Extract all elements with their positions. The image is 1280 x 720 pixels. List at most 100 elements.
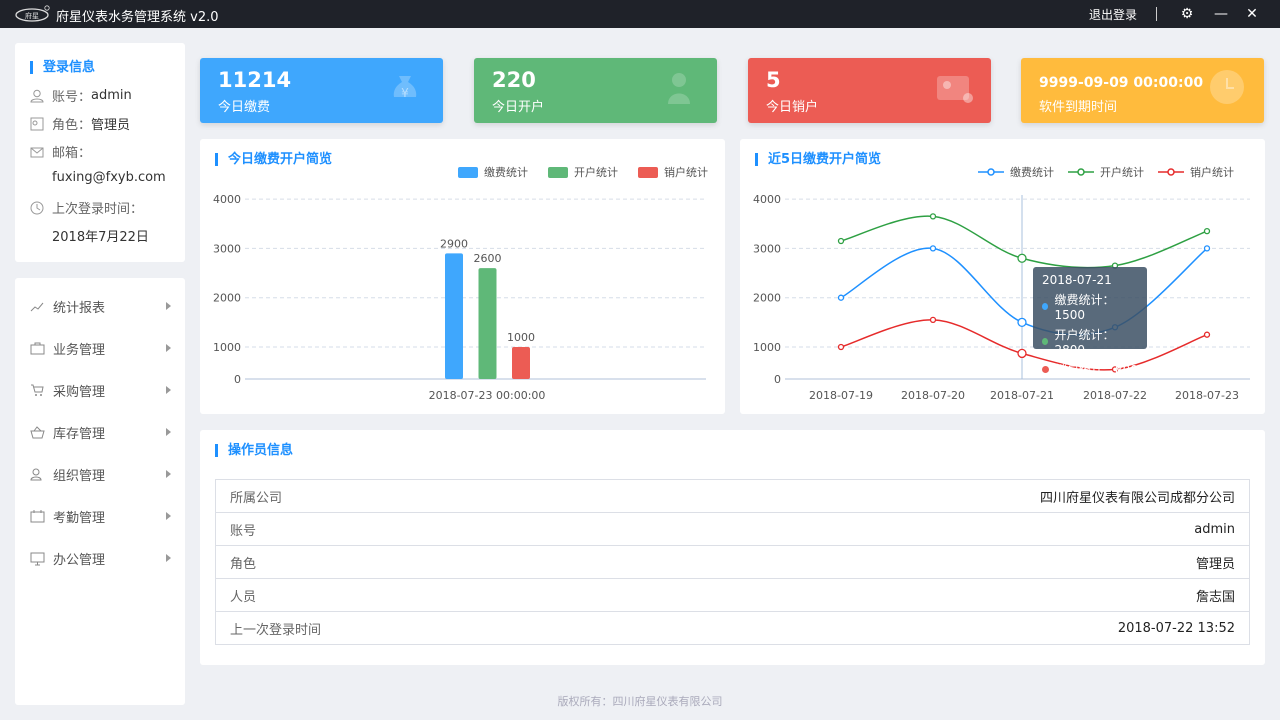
stat-value: 5 [766, 68, 781, 92]
basket-icon [30, 425, 45, 438]
data-point[interactable] [929, 213, 937, 220]
stat-card-0: 11214 今日缴费 ¥ [200, 58, 443, 123]
data-point[interactable] [1017, 317, 1027, 328]
bar-data-label: 2900 [440, 237, 468, 250]
data-point[interactable] [837, 294, 845, 301]
stat-label: 今日缴费 [218, 100, 271, 115]
y-tick-label: 4000 [753, 193, 781, 206]
x-tick-label: 2018-07-22 [1083, 389, 1147, 402]
bar-data-label: 1000 [507, 331, 535, 344]
five-day-chart-panel: 近5日缴费开户简览 缴费统计 开户统计 销户统计 0 1000 2000 3000 4000… [740, 139, 1265, 414]
tooltip-row: 销户统计：800 [1055, 363, 1138, 377]
sidebar-item-5[interactable]: 考勤管理 [15, 495, 185, 537]
chevron-right-icon [166, 302, 171, 310]
app-title: 府星仪表水务管理系统 v2.0 [56, 10, 219, 25]
data-point[interactable] [929, 245, 937, 252]
legend-item[interactable]: 销户统计 [1158, 164, 1234, 180]
data-point[interactable] [1203, 331, 1211, 338]
row-label: 所属公司 [215, 479, 576, 513]
copyright-footer: 版权所有：四川府星仪表有限公司 [557, 695, 723, 708]
row-value: admin [575, 512, 1250, 546]
account-value: admin [91, 88, 132, 103]
stat-label: 软件到期时间 [1039, 100, 1118, 115]
data-point[interactable] [929, 316, 937, 324]
data-point[interactable] [1111, 366, 1119, 373]
stat-card-2: 5 今日销户 [748, 58, 991, 123]
role-value: 管理员 [91, 118, 131, 133]
sidebar-item-label: 组织管理 [53, 468, 106, 484]
sidebar-item-3[interactable]: 库存管理 [15, 411, 185, 453]
email-label: 邮箱： [52, 146, 92, 161]
stat-value: 11214 [218, 68, 292, 92]
data-point[interactable] [1203, 227, 1211, 235]
data-point[interactable] [1203, 245, 1211, 252]
sidebar-item-label: 库存管理 [53, 426, 106, 442]
sidebar-item-2[interactable]: 采购管理 [15, 369, 185, 411]
x-tick-label: 2018-07-19 [809, 389, 873, 402]
stat-value: 220 [492, 68, 536, 92]
legend-label: 缴费统计 [484, 166, 528, 179]
chevron-right-icon [166, 512, 171, 520]
data-point[interactable] [837, 343, 845, 351]
bar[interactable] [512, 347, 530, 379]
line-chart-title: 近5日缴费开户简览 [755, 153, 881, 166]
legend-swatch [1068, 168, 1094, 176]
stat-value: 9999-09-09 00:00:00 [1039, 75, 1204, 91]
line-chart: 0 1000 2000 3000 4000 2018-07-19 2018-07-20 201… [753, 193, 1250, 402]
role-label: 角色： [52, 118, 92, 133]
y-tick-label: 1000 [753, 341, 781, 354]
legend-item[interactable]: 开户统计 [1068, 164, 1144, 180]
y-tick-label: 2000 [753, 292, 781, 305]
legend-item[interactable]: 缴费统计 [978, 164, 1054, 180]
row-value: 管理员 [575, 545, 1250, 579]
sidebar-item-0[interactable]: 统计报表 [15, 285, 185, 327]
legend-label: 开户统计 [1100, 166, 1144, 179]
tooltip-dot [1042, 366, 1049, 373]
bar[interactable] [445, 253, 463, 379]
tooltip-row: 开户统计：2800 [1054, 328, 1115, 357]
sidebar-item-label: 办公管理 [53, 552, 106, 568]
legend-swatch [1158, 168, 1184, 176]
sidebar-item-1[interactable]: 业务管理 [15, 327, 185, 369]
row-label: 角色 [215, 545, 576, 579]
tooltip-dot [1042, 303, 1049, 310]
title-bar: 府星 府星仪表水务管理系统 v2.0 退出登录 ⚙ — ✕ [0, 0, 1280, 28]
legend-item[interactable]: 开户统计 [548, 164, 618, 180]
sidebar-item-label: 统计报表 [53, 300, 106, 316]
logout-button[interactable]: 退出登录 [1089, 8, 1138, 22]
legend-label: 销户统计 [664, 166, 708, 179]
close-icon[interactable]: ✕ [1246, 6, 1258, 22]
bar[interactable] [478, 268, 497, 379]
tooltip-row: 缴费统计：1500 [1054, 293, 1115, 322]
row-value: 四川府星仪表有限公司成都分公司 [575, 479, 1250, 513]
legend-label: 缴费统计 [1010, 166, 1054, 179]
briefcase-icon [30, 342, 45, 354]
legend-swatch [638, 166, 658, 178]
cart-icon [31, 384, 44, 396]
stat-card-1: 220 今日开户 [474, 58, 717, 123]
row-label: 人员 [215, 578, 576, 612]
email-value: fuxing@fxyb.com [52, 170, 166, 185]
stat-card-3: 9999-09-09 00:00:00 软件到期时间 [1021, 58, 1264, 123]
x-tick-label: 2018-07-20 [901, 389, 965, 402]
data-point[interactable] [837, 237, 845, 245]
minimize-icon[interactable]: — [1214, 6, 1228, 22]
gear-icon[interactable]: ⚙ [1180, 6, 1194, 22]
login-info-title: 登录信息 [30, 61, 95, 74]
sidebar-item-label: 考勤管理 [53, 510, 106, 526]
clock-icon [1210, 70, 1244, 104]
sidebar-item-6[interactable]: 办公管理 [15, 537, 185, 579]
table-row: 人员 詹志国 [215, 578, 1250, 612]
chart-tooltip: 2018-07-21 缴费统计：1500 开户统计：2800 销户统计：800 [1033, 267, 1147, 377]
sidebar-item-4[interactable]: 组织管理 [15, 453, 185, 495]
legend-item[interactable]: 缴费统计 [458, 164, 528, 180]
data-point[interactable] [1017, 348, 1027, 359]
monitor-icon [30, 552, 45, 565]
divider [1156, 7, 1157, 21]
legend-item[interactable]: 销户统计 [638, 164, 708, 180]
sidebar-item-label: 采购管理 [53, 384, 106, 400]
data-point[interactable] [1017, 253, 1027, 263]
chevron-right-icon [166, 554, 171, 562]
today-chart-panel: 今日缴费开户简览 缴费统计 开户统计 销户统计 0 1000 2000 3000 4000 2… [200, 139, 725, 414]
row-value: 2018-07-22 13:52 [575, 611, 1250, 645]
